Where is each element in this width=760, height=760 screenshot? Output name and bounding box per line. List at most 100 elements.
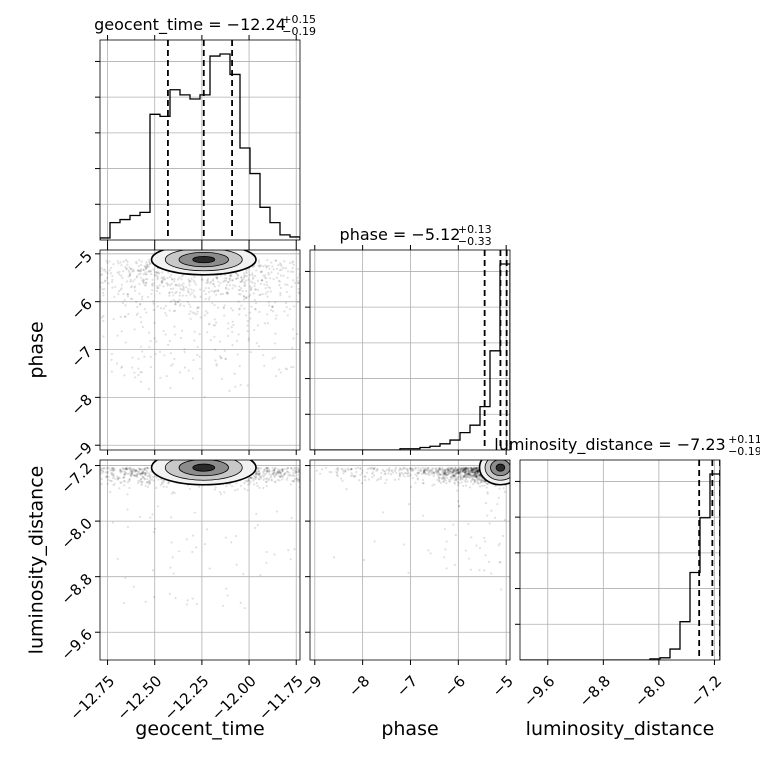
- scatter-point: [121, 365, 124, 368]
- scatter-point: [237, 333, 240, 336]
- scatter-point: [407, 571, 410, 574]
- scatter-point: [225, 283, 229, 287]
- scatter-point: [284, 367, 287, 370]
- scatter-point: [457, 471, 460, 475]
- scatter-point: [244, 297, 247, 300]
- scatter-point: [142, 273, 145, 276]
- scatter-point: [470, 471, 474, 474]
- scatter-point: [472, 471, 475, 474]
- scatter-point: [292, 480, 296, 483]
- scatter-point: [435, 470, 438, 474]
- scatter-point: [273, 471, 276, 474]
- scatter-point: [228, 279, 232, 282]
- scatter-point: [372, 471, 375, 474]
- scatter-point: [141, 475, 144, 478]
- scatter-point: [503, 519, 506, 522]
- scatter-point: [472, 468, 475, 471]
- scatter-point: [461, 469, 464, 472]
- scatter-point: [401, 473, 405, 476]
- scatter-point: [147, 480, 150, 484]
- scatter-point: [279, 286, 282, 290]
- scatter-point: [190, 277, 193, 280]
- scatter-point: [493, 516, 497, 519]
- scatter-point: [344, 470, 347, 473]
- scatter-point: [256, 324, 259, 327]
- scatter-point: [188, 303, 191, 306]
- scatter-point: [211, 279, 215, 283]
- scatter-point: [174, 303, 177, 306]
- scatter-point: [443, 471, 446, 474]
- scatter-point: [120, 274, 123, 278]
- scatter-point: [247, 483, 250, 486]
- panel-content: [520, 460, 720, 660]
- scatter-point: [278, 479, 281, 482]
- scatter-point: [476, 466, 479, 470]
- scatter-point: [472, 467, 475, 470]
- scatter-point: [502, 487, 505, 490]
- scatter-point: [473, 478, 476, 481]
- scatter-point: [272, 472, 275, 476]
- scatter-point: [375, 479, 379, 482]
- scatter-point: [156, 505, 160, 508]
- scatter-point: [124, 576, 127, 580]
- scatter-point: [141, 480, 144, 484]
- scatter-point: [470, 473, 473, 477]
- scatter-point: [217, 280, 220, 283]
- scatter-point: [265, 466, 268, 470]
- scatter-point: [403, 471, 407, 475]
- scatter-point: [134, 470, 137, 473]
- scatter-point: [123, 480, 126, 483]
- scatter-point: [479, 479, 482, 482]
- scatter-point: [364, 475, 367, 478]
- scatter-point: [138, 467, 142, 470]
- scatter-point: [464, 471, 467, 474]
- scatter-point: [140, 468, 144, 471]
- density-contour-3: [495, 463, 506, 472]
- scatter-point: [193, 312, 196, 315]
- scatter-point: [228, 283, 232, 287]
- scatter-point: [427, 467, 430, 470]
- scatter-point: [179, 287, 182, 290]
- scatter-point: [480, 480, 484, 483]
- scatter-point: [394, 468, 397, 471]
- scatter-point: [272, 469, 276, 472]
- scatter-point: [260, 477, 263, 480]
- scatter-point: [219, 293, 223, 296]
- scatter-point: [377, 478, 380, 481]
- scatter-point: [143, 472, 146, 475]
- scatter-point: [239, 484, 243, 487]
- scatter-point: [159, 484, 162, 487]
- scatter-point: [273, 467, 277, 470]
- scatter-point: [447, 470, 450, 473]
- scatter-point: [252, 479, 255, 482]
- scatter-point: [414, 467, 417, 470]
- scatter-point: [266, 468, 269, 471]
- scatter-point: [215, 277, 219, 280]
- panel-title-minus: −0.19: [728, 445, 760, 458]
- scatter-point: [297, 470, 300, 474]
- scatter-point: [249, 287, 253, 290]
- scatter-point: [206, 278, 209, 282]
- scatter-point: [100, 467, 103, 470]
- scatter-point: [335, 471, 339, 475]
- scatter-point: [258, 469, 261, 472]
- scatter-point: [244, 284, 247, 288]
- scatter-point: [176, 278, 180, 281]
- panel-geocent_time-vs-geocent_time: [95, 35, 301, 245]
- scatter-point: [410, 468, 413, 472]
- scatter-point: [136, 275, 139, 278]
- scatter-point: [131, 366, 134, 369]
- scatter-point: [453, 475, 456, 478]
- scatter-point: [246, 384, 249, 387]
- scatter-point: [231, 309, 234, 312]
- scatter-point: [225, 292, 228, 295]
- scatter-point: [124, 258, 128, 262]
- scatter-point: [213, 348, 217, 351]
- scatter-point: [249, 288, 252, 292]
- scatter-point: [144, 484, 147, 487]
- scatter-point: [252, 292, 256, 295]
- scatter-point: [474, 475, 477, 478]
- scatter-point: [101, 281, 104, 284]
- scatter-point: [173, 280, 176, 283]
- scatter-point: [397, 478, 400, 481]
